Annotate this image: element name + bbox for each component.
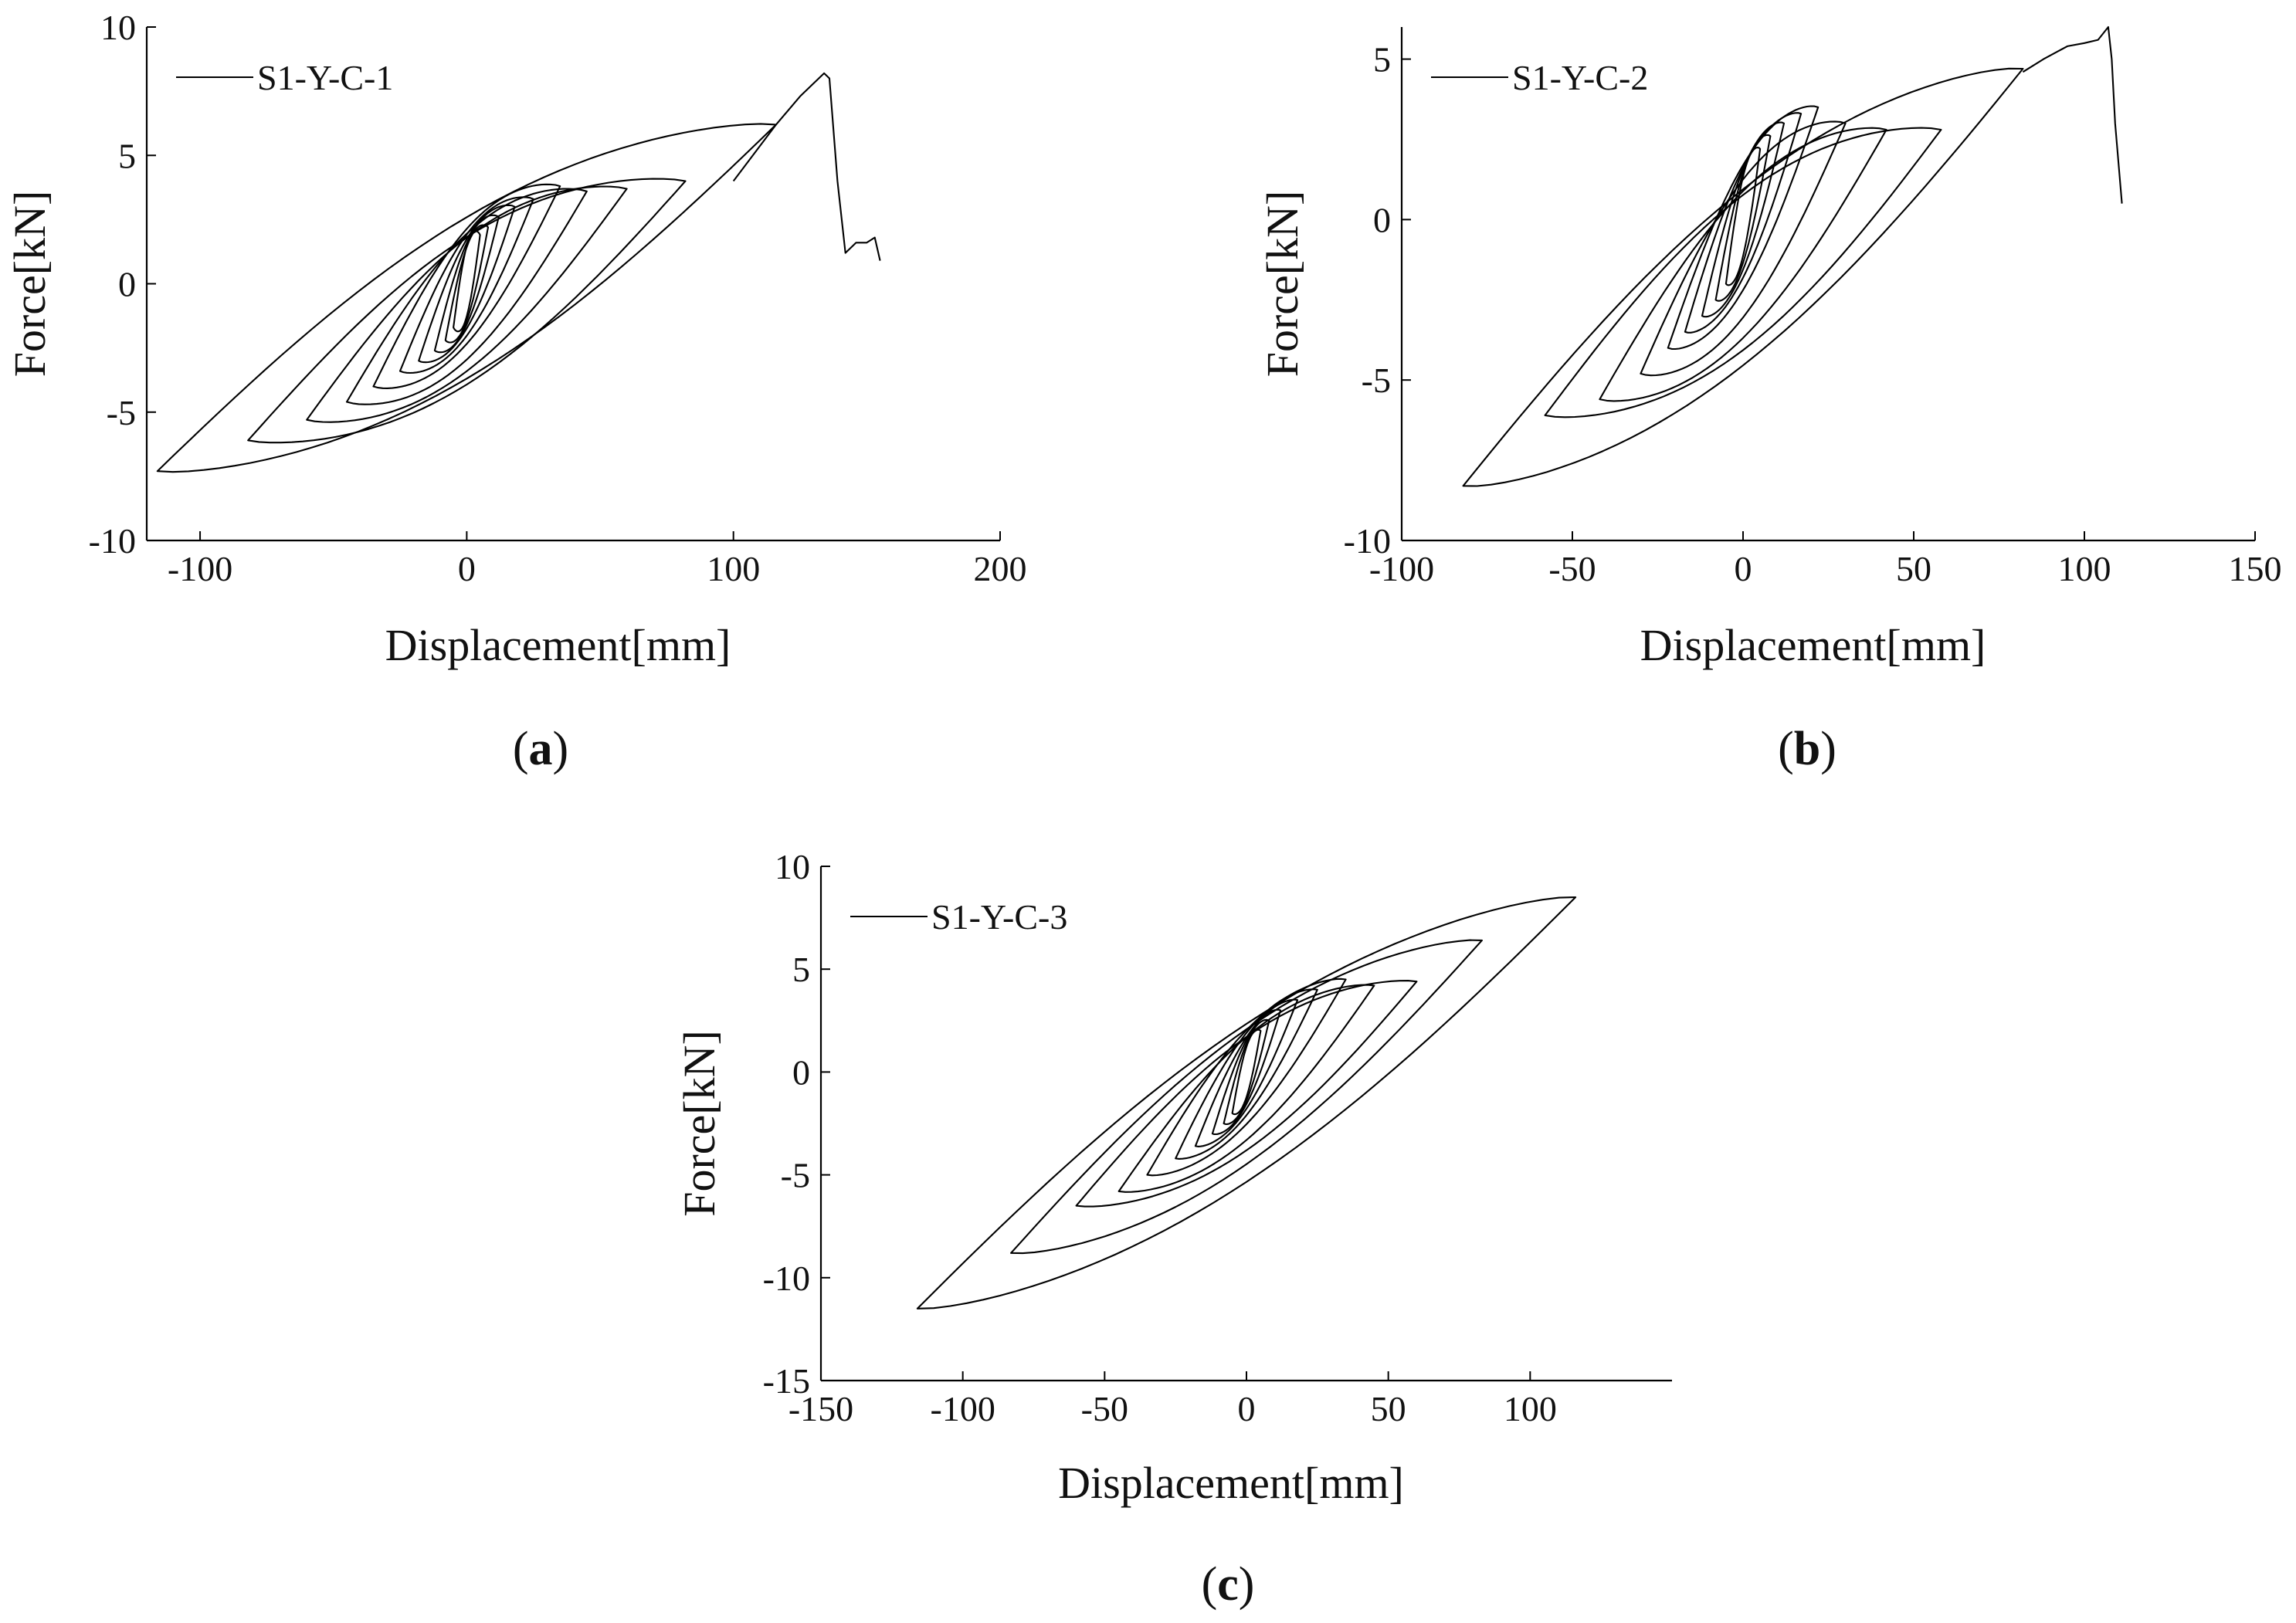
hysteresis-loop-2 [1714,134,1772,302]
series-a [156,72,881,473]
hysteresis-loop-9 [1462,67,2024,487]
envelope-tail [2022,25,2123,204]
y-tick-label: 10 [775,847,810,886]
x-tick-label: -50 [1548,549,1596,588]
legend-label: S1-Y-C-3 [931,897,1067,937]
hysteresis-loop-8 [1075,980,1418,1208]
x-tick-label: 0 [1735,549,1752,588]
y-tick-label: -5 [1362,361,1391,400]
y-tick-label: 0 [1373,200,1391,239]
legend-label: S1-Y-C-2 [1512,58,1648,97]
hysteresis-loop-7 [1599,127,1887,402]
x-tick-label: 0 [458,549,476,588]
y-tick-label: 10 [100,8,136,47]
series-c [916,896,1577,1310]
hysteresis-loop-2 [1223,1018,1270,1126]
x-tick-label: 100 [2058,549,2111,588]
hysteresis-loop-1 [1725,147,1762,286]
x-tick-label: -100 [168,549,232,588]
panel-label: (c) [1202,1558,1255,1611]
y-tick-label: 5 [118,136,136,175]
x-tick-label: 50 [1371,1389,1406,1428]
y-tick-label: 0 [792,1052,810,1092]
x-tick-label: 50 [1896,549,1931,588]
hysteresis-loop-2 [444,224,490,344]
x-tick-label: 100 [707,549,760,588]
hysteresis-loop-10 [916,896,1577,1310]
x-tick-label: -100 [931,1389,995,1428]
y-axis-label: Force[kN] [5,191,55,378]
y-tick-label: -5 [107,393,136,432]
hysteresis-loop-1 [1231,1028,1262,1116]
x-axis-label: Displacement[mm] [1058,1458,1404,1508]
hysteresis-loop-4 [1194,998,1299,1147]
hysteresis-loop-7 [345,188,588,405]
hysteresis-loop-8 [1544,127,1942,418]
series-b [1462,25,2123,487]
y-tick-label: 5 [792,950,810,989]
hysteresis-loop-4 [418,204,516,364]
y-axis-label: Force[kN] [1257,191,1307,378]
legend-label: S1-Y-C-1 [257,58,393,97]
x-tick-label: -100 [1369,549,1434,588]
chart-c: -150 -100 -50 0 50 100-15-10-50510Displacemen… [674,847,1672,1611]
panel-label: (a) [513,723,568,775]
envelope-tail [732,72,881,261]
hysteresis-loop-10 [156,123,777,473]
x-tick-label: 150 [2229,549,2282,588]
x-tick-label: 200 [974,549,1027,588]
panel-label: (b) [1778,723,1836,775]
hysteresis-loop-8 [306,185,628,423]
y-tick-label: -10 [1344,521,1391,561]
x-axis-label: Displacement[mm] [385,620,731,670]
y-tick-label: 5 [1373,40,1391,80]
hysteresis-loop-5 [398,196,534,374]
y-tick-label: -5 [781,1156,810,1195]
chart-a: -100 0 100 200 -10 -5 0 5 10 Displacement[mm] Forc… [5,8,1027,775]
hysteresis-loop-6 [372,183,561,389]
hysteresis-loop-6 [1640,120,1847,377]
x-tick-label: 0 [1238,1389,1256,1428]
hysteresis-loop-9 [247,178,687,444]
y-tick-label: 0 [118,265,136,304]
x-tick-label: -150 [789,1389,853,1428]
y-axis-label: Force[kN] [674,1030,724,1217]
hysteresis-loop-6 [1146,978,1347,1177]
y-tick-label: -10 [763,1259,810,1298]
hysteresis-loop-7 [1117,984,1375,1193]
x-tick-label: 100 [1504,1389,1557,1428]
chart-b: -100 -50 0 50 100 150-10-505Displacement[mm]F… [1257,25,2282,775]
hysteresis-loop-1 [453,230,481,333]
x-axis-label: Displacement[mm] [1640,620,1986,670]
hysteresis-loop-9 [1010,939,1483,1255]
y-tick-label: -10 [89,521,136,561]
y-tick-label: -15 [763,1361,810,1401]
hysteresis-loop-5 [1175,988,1318,1160]
hysteresis-loop-3 [1701,121,1786,318]
x-tick-label: -50 [1081,1389,1128,1428]
hysteresis-loop-3 [1211,1008,1282,1136]
